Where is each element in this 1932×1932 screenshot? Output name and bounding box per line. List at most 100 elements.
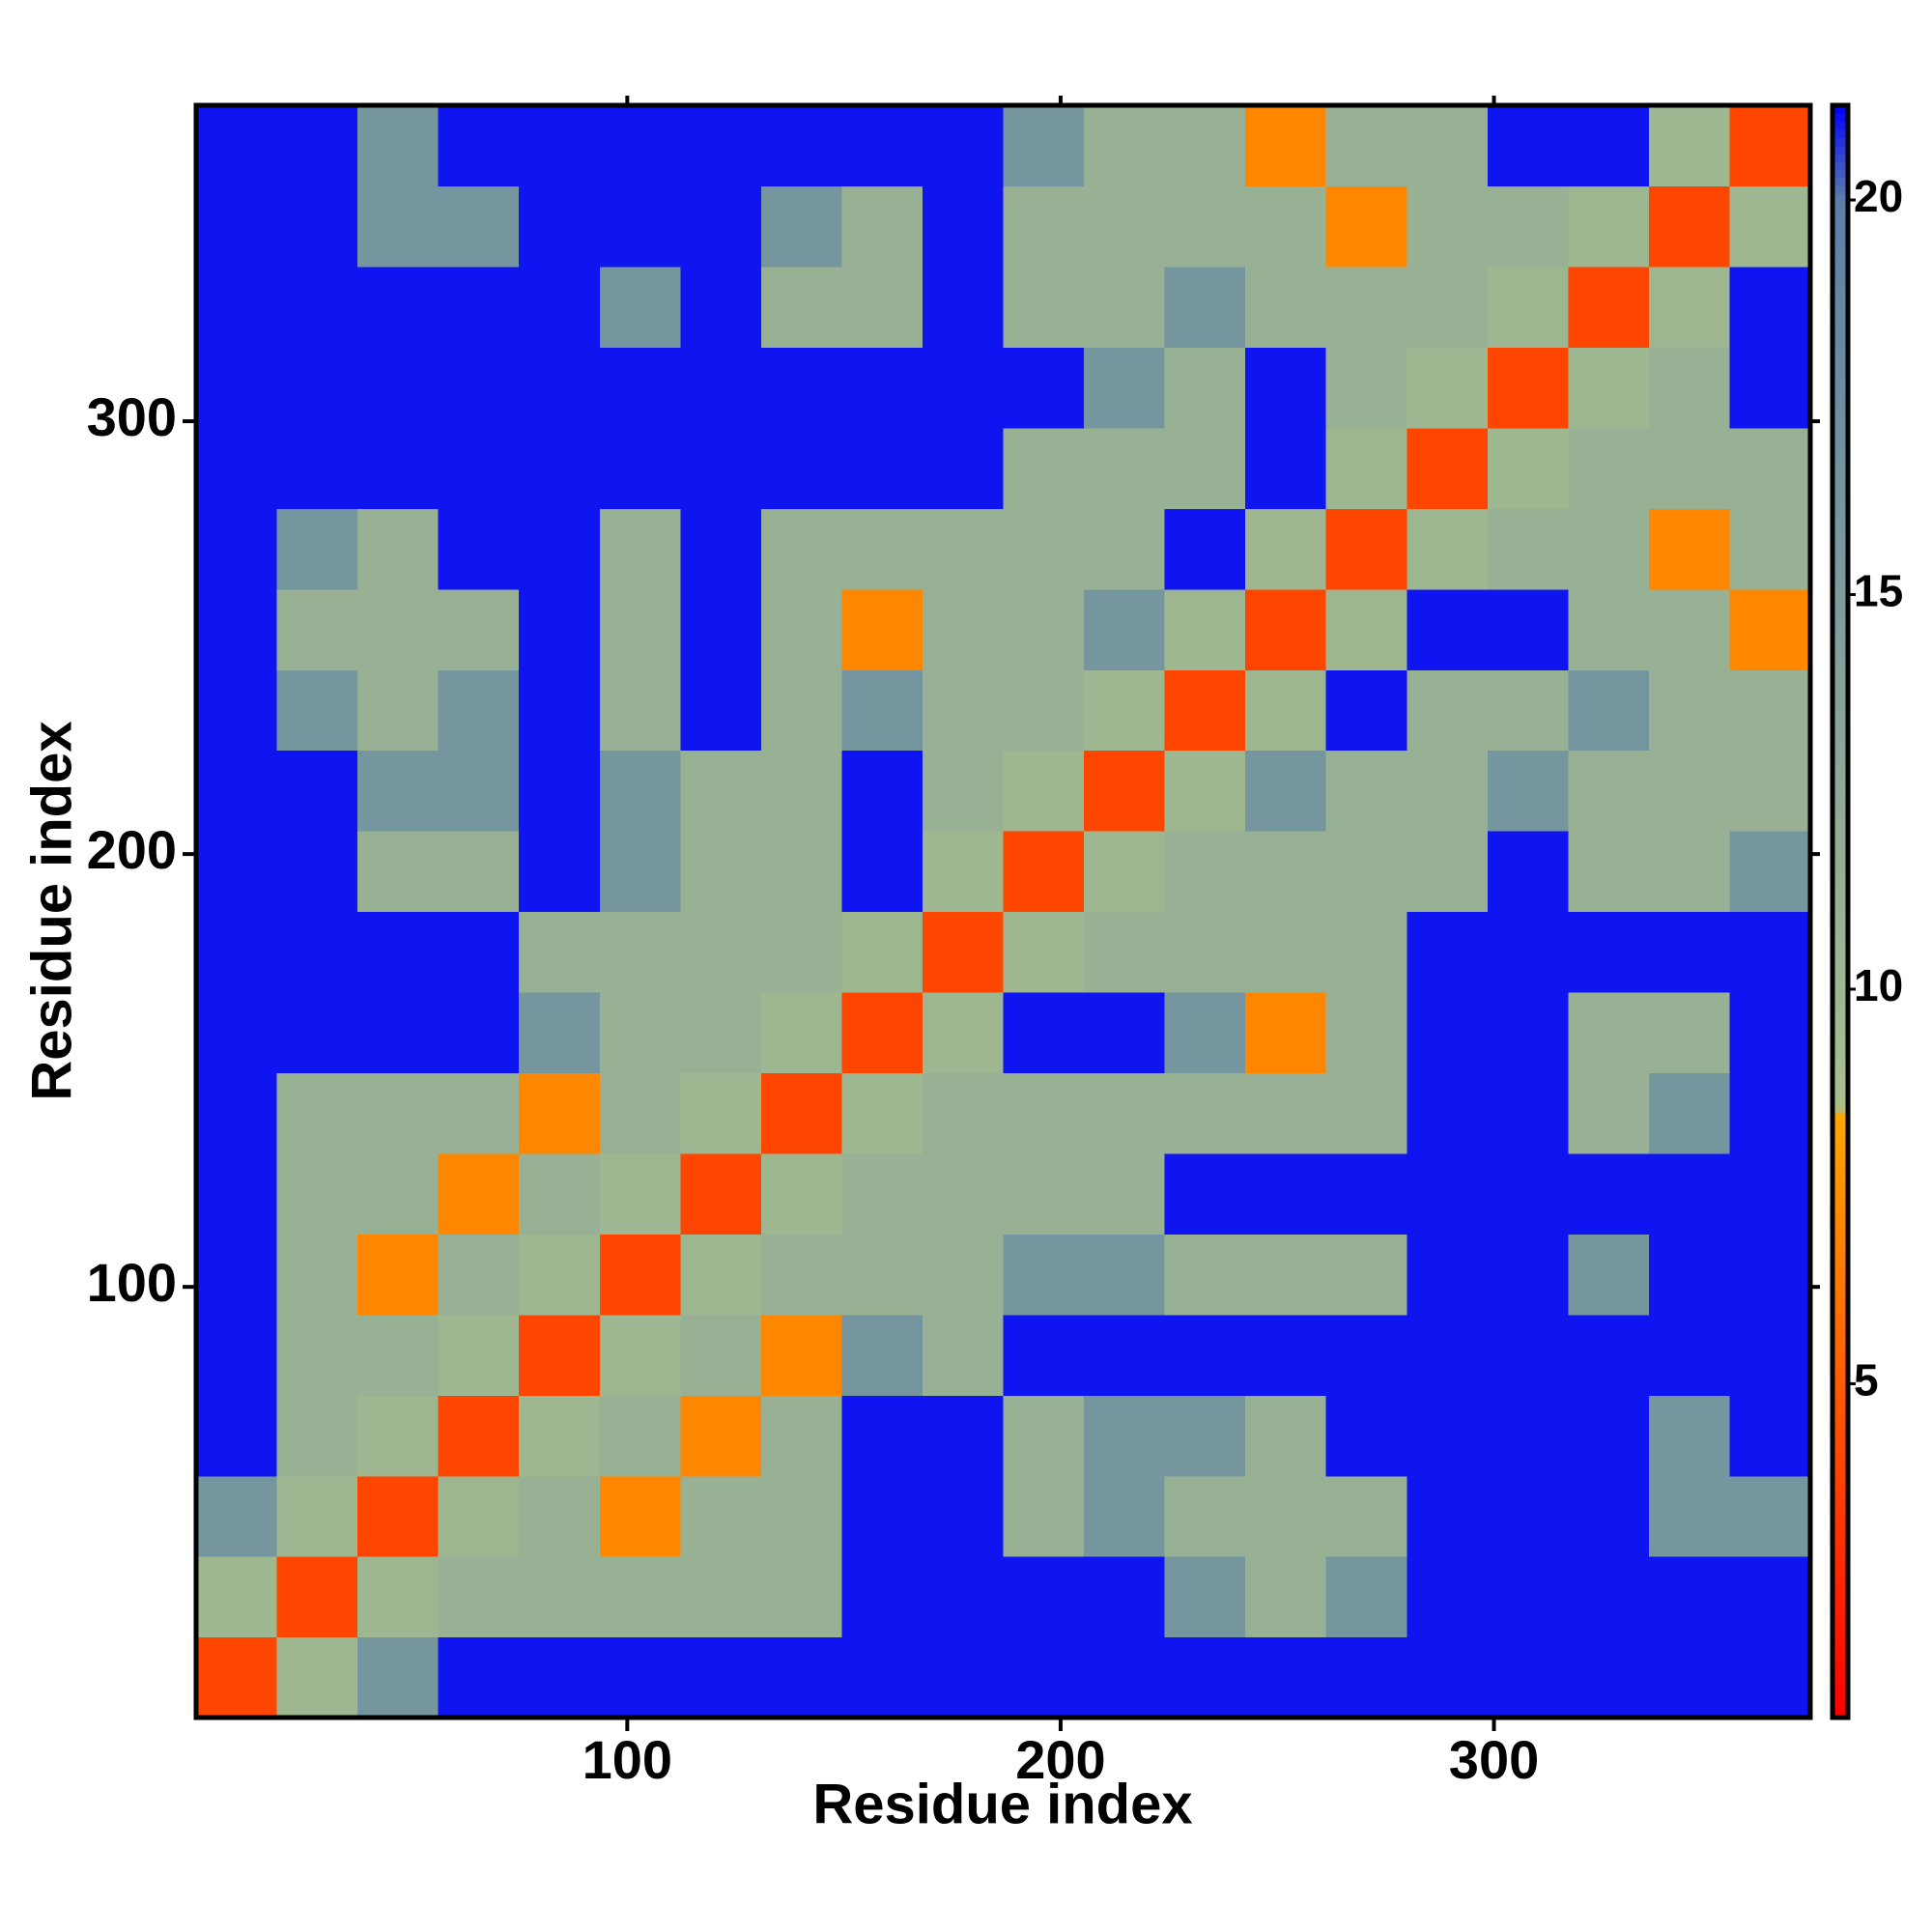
colorbar-strip	[1833, 258, 1848, 268]
colorbar-strip	[1833, 1661, 1848, 1670]
colorbar-strip	[1833, 484, 1848, 494]
heatmap-cell	[599, 1475, 681, 1557]
colorbar-strip	[1833, 427, 1848, 437]
heatmap-cell	[599, 1556, 681, 1638]
heatmap-cell	[276, 427, 358, 509]
heatmap-cell	[1729, 750, 1811, 832]
heatmap-cell	[1648, 1636, 1731, 1719]
colorbar-strip	[1833, 330, 1848, 340]
heatmap-cell	[1487, 669, 1569, 752]
colorbar-strip	[1833, 1564, 1848, 1574]
heatmap-cell	[1164, 1152, 1246, 1235]
colorbar-strip	[1833, 911, 1848, 921]
colorbar-strip	[1833, 347, 1848, 356]
heatmap-cell	[1325, 911, 1407, 993]
heatmap-cell	[680, 1475, 762, 1557]
colorbar-strip	[1833, 991, 1848, 1001]
colorbar-strip	[1833, 1523, 1848, 1533]
heatmap-cell	[1245, 105, 1327, 187]
colorbar-strip	[1833, 1685, 1848, 1694]
heatmap-cell	[841, 427, 923, 509]
colorbar-strip	[1833, 1274, 1848, 1283]
heatmap-cell	[1325, 669, 1407, 752]
heatmap-cell	[1487, 1556, 1569, 1638]
heatmap-cell	[1084, 347, 1166, 429]
heatmap-cell	[1084, 911, 1166, 993]
heatmap-cell	[1003, 427, 1085, 509]
colorbar-strip	[1833, 781, 1848, 791]
heatmap-cell	[1245, 347, 1327, 429]
colorbar-strip	[1833, 1089, 1848, 1098]
heatmap-cell	[760, 1556, 842, 1638]
heatmap-cell	[357, 1234, 440, 1316]
heatmap-cell	[519, 1072, 601, 1154]
x-tick-label: 200	[1015, 1729, 1105, 1790]
colorbar-strip	[1833, 1290, 1848, 1299]
colorbar-strip	[1833, 113, 1848, 123]
heatmap-cell	[599, 1152, 681, 1235]
colorbar-tick-label: 20	[1854, 171, 1903, 221]
heatmap-cell	[1164, 266, 1246, 348]
colorbar-strip	[1833, 612, 1848, 622]
colorbar-strip	[1833, 282, 1848, 292]
heatmap-cell	[1084, 1234, 1166, 1316]
heatmap-cell	[1164, 991, 1246, 1073]
colorbar-strip	[1833, 959, 1848, 969]
heatmap-cell	[841, 1072, 923, 1154]
heatmap-cell	[1487, 588, 1569, 670]
colorbar-strip	[1833, 1314, 1848, 1323]
heatmap-cell	[1164, 1314, 1246, 1396]
heatmap-cell	[1003, 1072, 1085, 1154]
heatmap-cell	[680, 1556, 762, 1638]
heatmap-cell	[922, 508, 1005, 590]
heatmap-cell	[196, 831, 278, 913]
heatmap-cell	[438, 105, 520, 187]
heatmap-cell	[438, 1556, 520, 1638]
heatmap-cell	[1568, 1636, 1650, 1719]
colorbar-strip	[1833, 121, 1848, 130]
colorbar-strip	[1833, 1322, 1848, 1332]
heatmap-cell	[599, 1636, 681, 1719]
colorbar-strip	[1833, 1644, 1848, 1654]
heatmap-cell	[1406, 669, 1489, 752]
heatmap-cell	[1568, 105, 1650, 187]
colorbar-strip	[1833, 492, 1848, 501]
colorbar-strip	[1833, 145, 1848, 155]
heatmap-cell	[276, 991, 358, 1073]
heatmap-cell	[841, 1636, 923, 1719]
heatmap-cell	[1406, 347, 1489, 429]
heatmap-cell	[357, 1395, 440, 1477]
heatmap-cell	[760, 427, 842, 509]
heatmap-cell	[1003, 347, 1085, 429]
heatmap-cell	[276, 1072, 358, 1154]
colorbar-strip	[1833, 499, 1848, 509]
heatmap-cell	[1084, 185, 1166, 268]
heatmap-cell	[1084, 991, 1166, 1073]
colorbar-strip	[1833, 1056, 1848, 1065]
colorbar-strip	[1833, 1072, 1848, 1082]
colorbar-strip	[1833, 863, 1848, 872]
heatmap-cell	[1487, 831, 1569, 913]
heatmap-cell	[1325, 1152, 1407, 1235]
colorbar-strip	[1833, 935, 1848, 945]
heatmap-cell	[1245, 669, 1327, 752]
heatmap-cell	[1487, 750, 1569, 832]
colorbar-strip	[1833, 1677, 1848, 1687]
heatmap-cell	[760, 588, 842, 670]
heatmap-cell	[1648, 1072, 1731, 1154]
heatmap-cell	[1325, 588, 1407, 670]
heatmap-cell	[1406, 991, 1489, 1073]
heatmap-cell	[922, 1556, 1005, 1638]
heatmap-cell	[1729, 185, 1811, 268]
colorbar-strip	[1833, 532, 1848, 542]
heatmap-cell	[438, 1636, 520, 1719]
heatmap-cell	[922, 1636, 1005, 1719]
heatmap-cell	[438, 911, 520, 993]
colorbar-strip	[1833, 1338, 1848, 1348]
heatmap-cell	[1084, 1072, 1166, 1154]
colorbar-strip	[1833, 870, 1848, 880]
x-tick-label: 300	[1449, 1729, 1539, 1790]
heatmap-cell	[196, 669, 278, 752]
colorbar-strip	[1833, 1209, 1848, 1219]
heatmap-cell	[196, 185, 278, 268]
